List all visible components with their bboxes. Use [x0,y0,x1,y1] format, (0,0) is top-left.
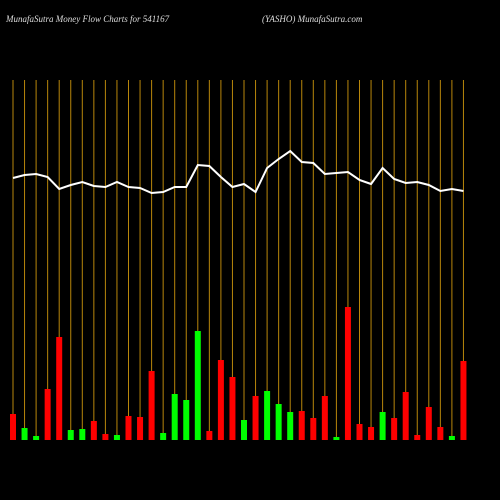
bar [125,416,132,440]
bar [194,331,201,440]
bar [356,424,363,440]
chart-subtitle: (YASHO) MunafaSutra.com [262,14,363,24]
flow-line [12,149,464,195]
bar [310,418,317,440]
bar [414,435,421,440]
bar [229,377,236,440]
bar [21,428,28,440]
bar [344,307,351,440]
bar [90,421,97,440]
bar [287,412,294,440]
bar [33,436,40,440]
bar [321,396,328,440]
bar [298,411,305,440]
bar [379,412,386,440]
bar [160,433,167,440]
bar [148,371,155,440]
bar [275,404,282,440]
bar [437,427,444,440]
bar [171,394,178,440]
bar [67,430,74,440]
bar [113,435,120,440]
bar [402,392,409,440]
bar [102,434,109,440]
bar [79,429,86,440]
bar [368,427,375,440]
bar [391,418,398,440]
bar [425,407,432,440]
chart-title: MunafaSutra Money Flow Charts for 541167 [5,14,170,24]
bar [56,337,63,440]
bar [448,436,455,440]
bar [252,396,259,440]
bar [44,389,51,440]
bar [333,437,340,440]
bar [10,414,16,440]
bar [137,417,144,440]
bar [264,391,271,440]
bar [206,431,213,440]
bar [460,361,467,440]
bar [217,360,224,440]
bar [241,420,247,440]
bar [183,400,190,440]
